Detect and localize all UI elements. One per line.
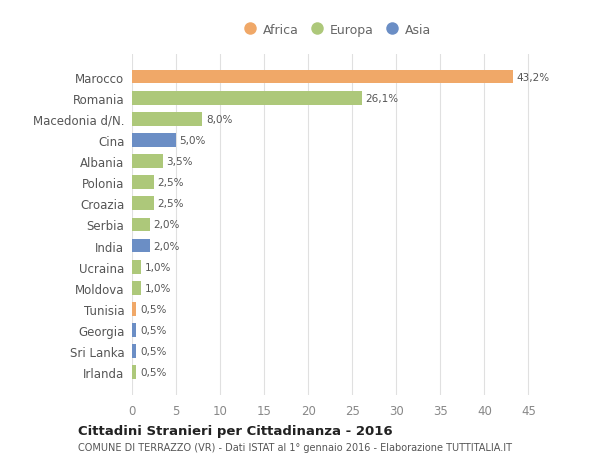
Text: 26,1%: 26,1% xyxy=(365,94,398,103)
Bar xyxy=(132,260,141,274)
Legend: Africa, Europa, Asia: Africa, Europa, Asia xyxy=(243,21,435,41)
Bar xyxy=(132,345,136,358)
Text: 43,2%: 43,2% xyxy=(516,73,549,82)
Text: 3,5%: 3,5% xyxy=(166,157,193,167)
Text: 0,5%: 0,5% xyxy=(140,325,166,335)
Bar xyxy=(132,155,163,168)
Bar xyxy=(132,134,176,147)
Text: 8,0%: 8,0% xyxy=(206,115,232,124)
Text: COMUNE DI TERRAZZO (VR) - Dati ISTAT al 1° gennaio 2016 - Elaborazione TUTTITALI: COMUNE DI TERRAZZO (VR) - Dati ISTAT al … xyxy=(78,442,512,452)
Bar xyxy=(132,366,136,379)
Bar xyxy=(132,176,154,190)
Bar xyxy=(132,112,202,126)
Text: 2,5%: 2,5% xyxy=(158,178,184,188)
Bar xyxy=(132,197,154,211)
Bar xyxy=(132,218,149,232)
Text: 2,0%: 2,0% xyxy=(153,220,179,230)
Text: 0,5%: 0,5% xyxy=(140,368,166,377)
Text: 1,0%: 1,0% xyxy=(145,283,171,293)
Bar xyxy=(132,239,149,253)
Text: 0,5%: 0,5% xyxy=(140,347,166,356)
Bar xyxy=(132,71,512,84)
Bar xyxy=(132,281,141,295)
Text: 0,5%: 0,5% xyxy=(140,304,166,314)
Bar xyxy=(132,302,136,316)
Text: 5,0%: 5,0% xyxy=(179,135,206,146)
Text: 1,0%: 1,0% xyxy=(145,262,171,272)
Text: 2,0%: 2,0% xyxy=(153,241,179,251)
Text: 2,5%: 2,5% xyxy=(158,199,184,209)
Bar xyxy=(132,92,362,105)
Text: Cittadini Stranieri per Cittadinanza - 2016: Cittadini Stranieri per Cittadinanza - 2… xyxy=(78,425,392,437)
Bar xyxy=(132,324,136,337)
